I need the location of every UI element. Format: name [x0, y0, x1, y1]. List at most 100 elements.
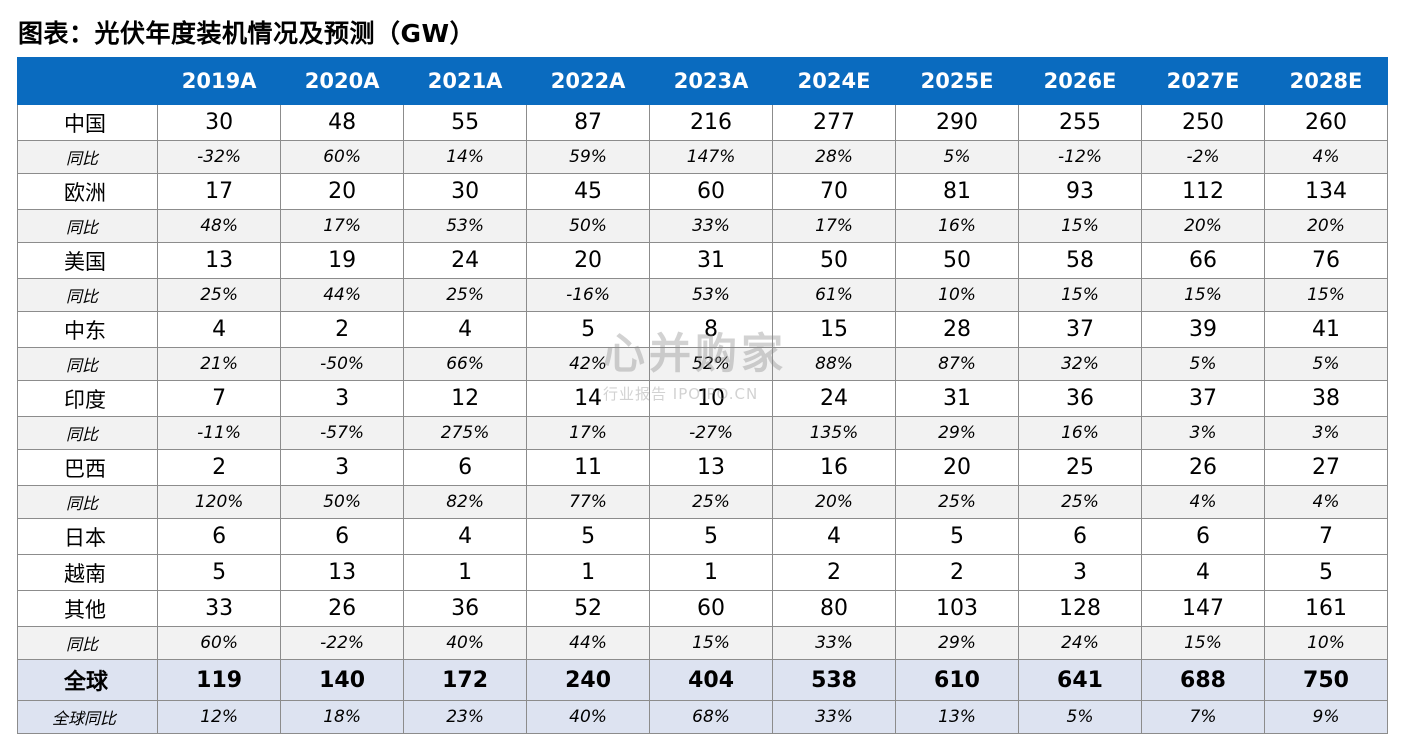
table-cell: 31 — [895, 380, 1020, 417]
header-year-cell: 2028E — [1263, 57, 1389, 105]
table-cell: 4% — [1263, 485, 1389, 519]
table-row-yoy: 同比 25% 44% 25% -16% 53% 61% 10% 15% 15% 15% — [16, 278, 1389, 312]
table-cell: 59% — [526, 140, 651, 174]
table-cell: 3 — [1018, 554, 1142, 591]
table-cell: 87% — [895, 347, 1020, 381]
table-cell: 240 — [526, 659, 651, 701]
table-cell: 87 — [526, 104, 651, 141]
table-cell: 610 — [895, 659, 1020, 701]
table-cell: 11 — [526, 449, 651, 486]
table-cell: 119 — [157, 659, 282, 701]
table-cell: 3% — [1263, 416, 1389, 450]
header-row: 2019A 2020A 2021A 2022A 2023A 2024E 2025… — [16, 57, 1389, 105]
table-cell: 12% — [157, 700, 282, 734]
header-year-cell: 2025E — [895, 57, 1020, 105]
table-cell: 255 — [1018, 104, 1142, 141]
table-cell: 88% — [772, 347, 897, 381]
table-cell: 36 — [1018, 380, 1142, 417]
table-row: 巴西 2 3 6 11 13 16 20 25 26 27 — [16, 449, 1389, 486]
table-cell: 641 — [1018, 659, 1142, 701]
table-row: 美国 13 19 24 20 31 50 50 58 66 76 — [16, 242, 1389, 279]
table-cell: 15% — [1141, 278, 1265, 312]
table-cell: 40% — [526, 700, 651, 734]
table-row: 全球 119 140 172 240 404 538 610 641 688 750 — [16, 659, 1389, 701]
table-cell: 15% — [1263, 278, 1389, 312]
table-cell: 147% — [649, 140, 774, 174]
table-row-yoy: 同比 60% -22% 40% 44% 15% 33% 29% 24% 15% 10% — [16, 626, 1389, 660]
table-row: 印度 7 3 12 14 10 24 31 36 37 38 — [16, 380, 1389, 417]
header-corner-cell — [16, 57, 159, 105]
table-row: 越南 5 13 1 1 1 2 2 3 4 5 — [16, 554, 1389, 591]
table-cell: -12% — [1018, 140, 1142, 174]
table-cell: 15% — [1141, 626, 1265, 660]
table-cell: 538 — [772, 659, 897, 701]
table-cell: 6 — [280, 518, 405, 555]
table-cell: 33% — [772, 626, 897, 660]
table-cell: 45 — [526, 173, 651, 210]
table-cell: 15% — [649, 626, 774, 660]
table-cell: 5 — [895, 518, 1020, 555]
table-cell: 2 — [895, 554, 1020, 591]
table-cell: 70 — [772, 173, 897, 210]
table-cell: -32% — [157, 140, 282, 174]
table-cell: 48 — [280, 104, 405, 141]
table-cell: 147 — [1141, 590, 1265, 627]
table-cell: 140 — [280, 659, 405, 701]
table-cell: 2 — [280, 311, 405, 348]
row-label: 其他 — [16, 590, 159, 627]
table-cell: 134 — [1263, 173, 1389, 210]
table-cell: 15% — [1018, 209, 1142, 243]
table-cell: 275% — [403, 416, 528, 450]
chart-title: 图表：光伏年度装机情况及预测（GW） — [18, 19, 476, 48]
row-label: 印度 — [16, 380, 159, 417]
row-label: 美国 — [16, 242, 159, 279]
table-cell: 6 — [1141, 518, 1265, 555]
table-cell: 33 — [157, 590, 282, 627]
table-row-yoy: 同比 -32% 60% 14% 59% 147% 28% 5% -12% -2% 4% — [16, 140, 1389, 174]
table-cell: 13 — [649, 449, 774, 486]
table-cell: 50 — [772, 242, 897, 279]
table-cell: 10% — [895, 278, 1020, 312]
header-year-cell: 2024E — [772, 57, 897, 105]
table-cell: 36 — [403, 590, 528, 627]
table-cell: 66 — [1141, 242, 1265, 279]
table-cell: 20 — [895, 449, 1020, 486]
table-cell: 52 — [526, 590, 651, 627]
table-cell: 4% — [1141, 485, 1265, 519]
table-cell: 10 — [649, 380, 774, 417]
table-cell: 250 — [1141, 104, 1265, 141]
table-cell: 25% — [895, 485, 1020, 519]
table-cell: 23% — [403, 700, 528, 734]
table-cell: 3% — [1141, 416, 1265, 450]
header-year-cell: 2019A — [157, 57, 282, 105]
table-cell: 10% — [1263, 626, 1389, 660]
header-year-cell: 2021A — [403, 57, 528, 105]
table-cell: 12 — [403, 380, 528, 417]
table-cell: 50% — [526, 209, 651, 243]
table-cell: 5% — [1263, 347, 1389, 381]
table-row-yoy: 同比 48% 17% 53% 50% 33% 17% 16% 15% 20% 20% — [16, 209, 1389, 243]
table-cell: 5 — [526, 518, 651, 555]
table-cell: 4 — [157, 311, 282, 348]
table-row: 其他 33 26 36 52 60 80 103 128 147 161 — [16, 590, 1389, 627]
table-cell: 112 — [1141, 173, 1265, 210]
table-cell: 50% — [280, 485, 405, 519]
table-row-yoy: 全球同比 12% 18% 23% 40% 68% 33% 13% 5% 7% 9% — [16, 700, 1389, 734]
table-cell: 2 — [772, 554, 897, 591]
table-row-yoy: 同比 21% -50% 66% 42% 52% 88% 87% 32% 5% 5% — [16, 347, 1389, 381]
install-forecast-table: 2019A 2020A 2021A 2022A 2023A 2024E 2025… — [16, 57, 1389, 734]
table-cell: 38 — [1263, 380, 1389, 417]
table-cell: 20% — [772, 485, 897, 519]
table-cell: 7 — [157, 380, 282, 417]
table-cell: 2 — [157, 449, 282, 486]
table-row: 欧洲 17 20 30 45 60 70 81 93 112 134 — [16, 173, 1389, 210]
table-cell: 13% — [895, 700, 1020, 734]
table-cell: 24 — [403, 242, 528, 279]
table-cell: 28 — [895, 311, 1020, 348]
table-body: 中国 30 48 55 87 216 277 290 255 250 260 同比 -32% 60% 14%… — [16, 104, 1389, 734]
table-cell: 17% — [526, 416, 651, 450]
table-cell: 29% — [895, 626, 1020, 660]
table-cell: 16% — [895, 209, 1020, 243]
table-cell: 1 — [526, 554, 651, 591]
table-cell: 37 — [1141, 380, 1265, 417]
